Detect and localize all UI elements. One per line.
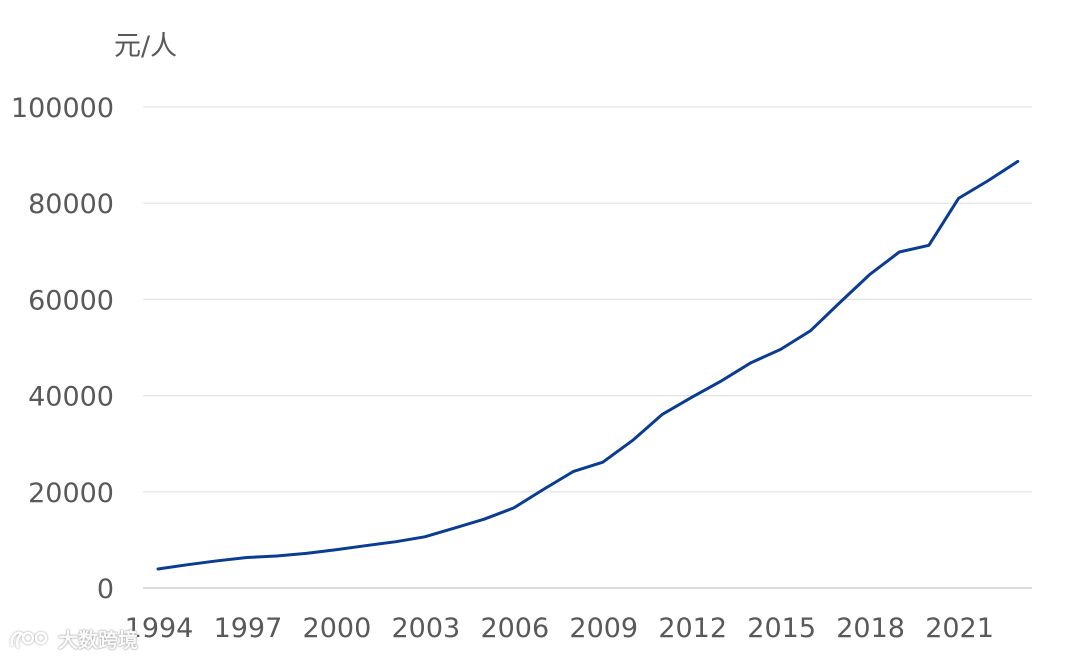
y-tick-label: 60000 [28, 285, 114, 316]
x-tick-label: 2021 [925, 613, 994, 644]
x-tick-label: 1997 [214, 613, 283, 644]
series-line [156, 159, 1020, 571]
y-tick-label: 20000 [28, 478, 114, 509]
y-axis-unit-label: 元/人 [114, 31, 177, 62]
x-tick-label: 2018 [836, 613, 905, 644]
x-tick-label: 2009 [569, 613, 638, 644]
x-tick-label: 2006 [480, 613, 549, 644]
y-tick-label: 80000 [28, 189, 114, 220]
gridlines [143, 106, 1032, 589]
series-layer [156, 159, 1020, 571]
y-tick-label: 0 [97, 574, 114, 605]
x-tick-label: 2015 [747, 613, 816, 644]
x-tick-label: 2012 [658, 613, 727, 644]
watermark: 大数跨境 [8, 624, 138, 653]
x-axis-tick-labels: 1994 1997 2000 2003 2006 2009 2012 2015 2018 2021 [125, 613, 994, 644]
watermark-text: 大数跨境 [58, 628, 138, 652]
y-tick-label: 40000 [28, 382, 114, 413]
x-tick-label: 2003 [391, 613, 460, 644]
y-axis-tick-labels: 0 20000 40000 60000 80000 100000 [11, 93, 114, 605]
logo-icon [10, 631, 48, 648]
y-tick-label: 100000 [11, 93, 114, 124]
x-tick-label: 2000 [303, 613, 372, 644]
x-tick-label: 1994 [125, 613, 194, 644]
